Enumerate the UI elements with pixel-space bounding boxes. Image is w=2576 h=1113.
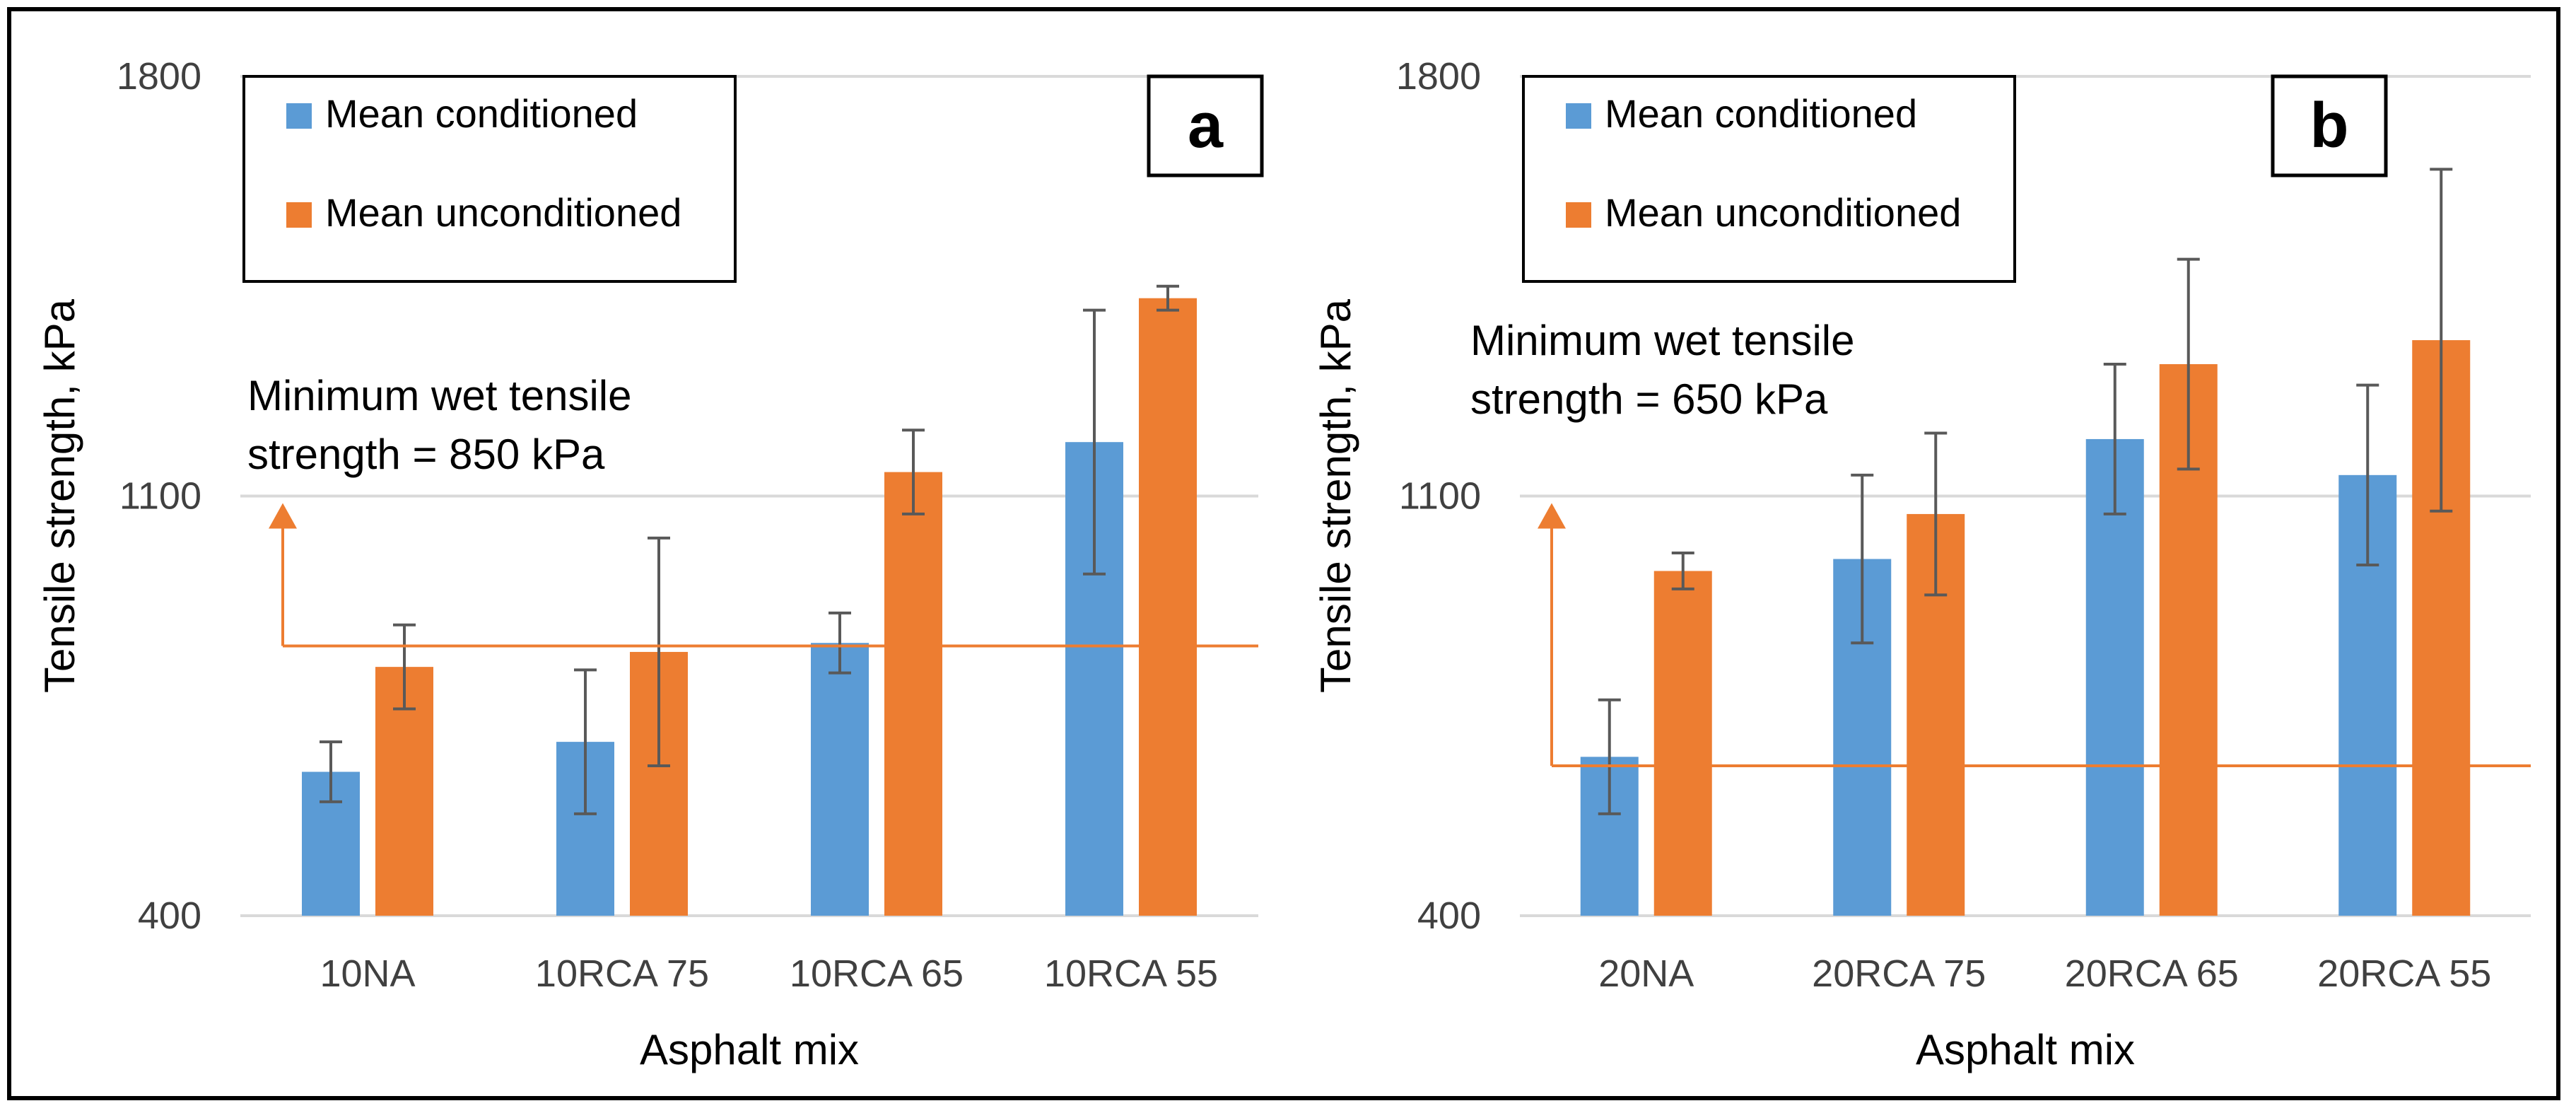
y-axis-title: Tensile strength, kPa [1312,298,1359,693]
panel-label: b [2310,91,2349,161]
y-tick-label: 1800 [1396,55,1481,98]
legend-box [1522,75,2016,283]
y-tick-label: 1800 [117,55,201,98]
threshold-label-line2: strength = 650 kPa [1470,375,1828,423]
figure-border [7,7,2560,1100]
legend-label: Mean unconditioned [1605,190,1961,235]
panel-label: a [1188,91,1224,161]
x-tick-label: 20NA [1598,952,1694,995]
x-tick-label: 20RCA 65 [2065,952,2239,995]
arrow-head-icon [1538,503,1566,529]
legend-swatch [286,103,312,129]
legend-box [242,75,737,283]
y-tick-label: 400 [1417,895,1481,937]
bar-unconditioned [1139,298,1197,916]
bar-unconditioned [1653,571,1712,916]
legend-swatch [1566,202,1591,228]
x-tick-label: 10RCA 55 [1044,952,1218,995]
legend-swatch [1566,103,1591,129]
bar-conditioned [2085,438,2144,916]
x-tick-label: 20RCA 75 [1812,952,1986,995]
chart-panel-b: 400 1100 1800 20NA 20RCA 75 20RCA 65 20RCA 55 M… [1312,55,2531,1073]
chart-panel-a: 400 1100 1800 10NA 10RCA 75 10RCA 65 10RCA 55 M… [36,55,1264,1073]
y-axis-title: Tensile strength, kPa [36,298,83,693]
x-axis-title: Asphalt mix [1916,1026,2135,1073]
panel-label-box [2271,74,2388,177]
legend-swatch [286,202,312,228]
x-axis-title: Asphalt mix [640,1026,859,1073]
threshold-label-line1: Minimum wet tensile [1470,317,1855,364]
legend-label: Mean conditioned [325,91,638,136]
x-tick-label: 10RCA 65 [790,952,964,995]
legend-label: Mean conditioned [1605,91,1917,136]
x-tick-label: 10NA [320,952,415,995]
panel-label-box [1147,74,1264,177]
threshold-label-line1: Minimum wet tensile [247,372,632,419]
legend-label: Mean unconditioned [325,190,681,235]
bar-conditioned [811,643,869,916]
y-tick-label: 1100 [119,475,201,518]
arrow-head-icon [269,503,297,529]
y-tick-label: 1100 [1399,475,1481,518]
bar-unconditioned [884,472,942,916]
threshold-label-line2: strength = 850 kPa [247,431,605,478]
x-tick-label: 20RCA 55 [2317,952,2491,995]
y-tick-label: 400 [138,895,201,937]
x-tick-label: 10RCA 75 [535,952,709,995]
